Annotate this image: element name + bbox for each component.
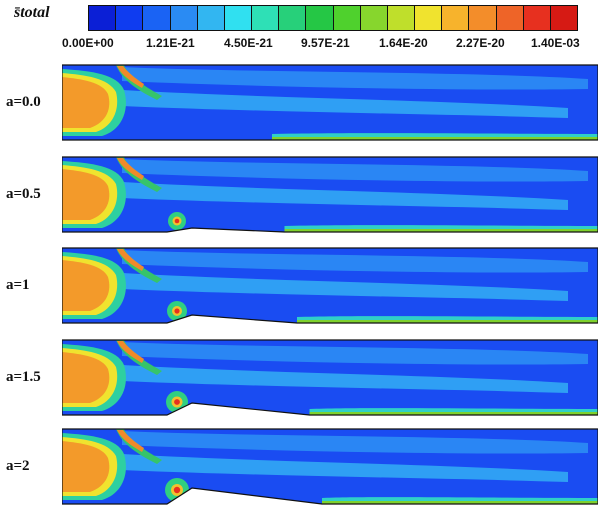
legend-color-swatch (550, 6, 578, 30)
contour-panel: a=1 (0, 243, 601, 329)
legend-color-swatch (387, 6, 416, 30)
contour-wall-thin (322, 501, 598, 504)
contour-plot (62, 156, 598, 238)
below-wall (62, 315, 598, 329)
contour-band-middle (122, 90, 568, 118)
below-wall (62, 403, 598, 421)
contour-plot (62, 339, 598, 421)
contour-plot (62, 64, 598, 146)
contour-panel: a=2 (0, 424, 601, 510)
legend-color-swatch (442, 6, 470, 30)
below-wall (62, 140, 598, 146)
contour-band-middle (122, 273, 568, 301)
legend-tick-label: 1.21E-21 (146, 36, 195, 50)
contour-streak-core (117, 158, 144, 180)
contour-wall-thin (284, 229, 598, 232)
legend-color-swatch (415, 6, 443, 30)
contour-streak-core (117, 66, 144, 88)
contour-left-core (62, 169, 110, 220)
contour-band-upper (122, 159, 588, 182)
legend-color-swatch (89, 6, 117, 30)
contour-wall-thin (297, 320, 598, 323)
contour-band-upper (122, 431, 588, 454)
contour-streak-core (117, 341, 144, 363)
contour-plot (62, 247, 598, 329)
legend-color-swatch (116, 6, 144, 30)
legend-color-swatch (306, 6, 334, 30)
contour-panel: a=1.5 (0, 335, 601, 421)
contour-band-middle (122, 454, 568, 482)
contour-band-upper (122, 342, 588, 365)
case-label: a=0.0 (6, 94, 41, 110)
contour-streak-core (117, 249, 144, 271)
case-label: a=1 (6, 277, 30, 293)
hot-spot-core (173, 486, 181, 494)
legend-color-swatch (279, 6, 307, 30)
legend-tick-label: 9.57E-21 (301, 36, 350, 50)
legend-color-swatch (170, 6, 198, 30)
legend-color-swatch (360, 6, 388, 30)
contour-band-upper (122, 250, 588, 273)
contour-band-upper (122, 67, 588, 90)
domain-outline (62, 156, 598, 233)
legend-color-swatch (523, 6, 551, 30)
hot-spot-core (174, 308, 180, 314)
legend-tick-label: 1.64E-20 (379, 36, 428, 50)
legend-color-swatch (224, 6, 253, 30)
contour-left-core (62, 260, 110, 311)
domain-outline (62, 339, 598, 416)
hot-spot-core (174, 218, 180, 224)
domain-outline (62, 247, 598, 324)
legend-color-swatch (252, 6, 280, 30)
legend-tick-label: 4.50E-21 (224, 36, 273, 50)
legend-color-swatch (143, 6, 171, 30)
contour-panel: a=0.5 (0, 152, 601, 238)
contour-wall-thin (272, 137, 598, 140)
case-label: a=2 (6, 458, 30, 474)
legend-color-bar (88, 5, 578, 31)
case-label: a=0.5 (6, 186, 41, 202)
legend-title: s̄total (14, 4, 50, 22)
contour-left-core (62, 441, 110, 492)
legend-color-swatch (333, 6, 361, 30)
legend-color-swatch (469, 6, 497, 30)
legend-tick-label: 0.00E+00 (62, 36, 114, 50)
legend-color-swatch (197, 6, 225, 30)
legend-title-text: s̄total (14, 4, 50, 21)
contour-plot (62, 428, 598, 510)
contour-panel: a=0.0 (0, 60, 601, 146)
contour-band-middle (122, 365, 568, 393)
below-wall (62, 228, 598, 238)
case-label: a=1.5 (6, 369, 41, 385)
contour-wall-thin (309, 412, 598, 415)
legend-tick-label: 2.27E-20 (456, 36, 505, 50)
legend-color-swatch (496, 6, 524, 30)
contour-band-middle (122, 182, 568, 210)
contour-left-core (62, 77, 110, 128)
domain-outline (62, 64, 598, 141)
contour-streak-core (117, 430, 144, 452)
domain-outline (62, 428, 598, 505)
contour-left-core (62, 352, 110, 403)
hot-spot-core (174, 399, 180, 405)
legend-tick-label: 1.40E-03 (531, 36, 580, 50)
